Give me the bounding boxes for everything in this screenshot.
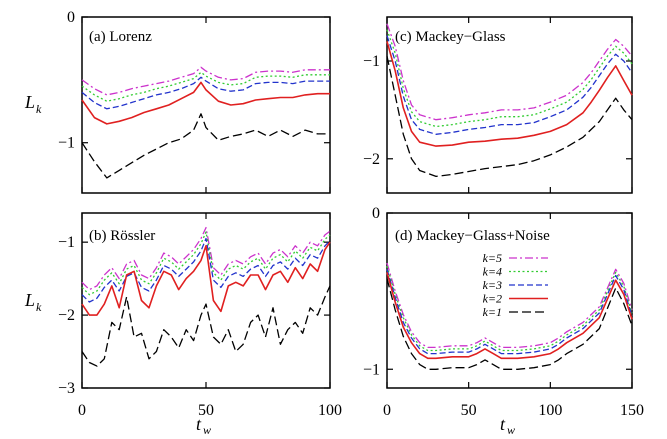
- panel-mackey-glass-noise-title: (d) Mackey−Glass+Noise: [395, 228, 550, 244]
- series-line-k3: [386, 269, 633, 355]
- series-line-k3: [81, 76, 330, 110]
- series-line-k5: [81, 226, 331, 291]
- panel-mackey-glass-noise-ticks: 0 50 100 150 0 −1: [363, 205, 644, 419]
- panel-lorenz: 0 −1 (a) Lorenz: [58, 9, 331, 194]
- legend-label: k=1: [483, 305, 502, 319]
- series-line-k3: [386, 35, 633, 135]
- series-line-k5: [81, 66, 330, 96]
- series-line-k1: [386, 55, 633, 178]
- panel-mackey-glass-noise-frame: [386, 212, 633, 389]
- panel-lorenz-title: (a) Lorenz: [89, 29, 152, 45]
- x-tick-label: 50: [198, 402, 214, 419]
- y-tick-label: −1: [363, 53, 380, 70]
- panel-mackey-glass-series: [386, 23, 633, 178]
- y-tick-label: −1: [58, 135, 75, 152]
- x-tick-label: 100: [538, 402, 562, 419]
- y-axis-label-top: L k: [24, 92, 42, 116]
- series-line-k2: [386, 41, 633, 147]
- series-line-k4: [81, 71, 330, 102]
- series-line-k2: [386, 272, 633, 360]
- x-axis-label-right: t w: [500, 414, 515, 437]
- series-line-k1: [386, 278, 633, 370]
- x-axis-label-main: t: [196, 414, 202, 434]
- series-line-k5: [386, 23, 633, 121]
- x-tick-label: 0: [78, 402, 86, 419]
- legend: k=5k=4k=3k=2k=1: [483, 251, 548, 319]
- panel-rossler: 0 50 100 −1 −2 −3 (b) Rössler: [58, 212, 342, 419]
- legend-label: k=2: [483, 292, 502, 306]
- panel-lorenz-ticks: 0 −1: [58, 9, 331, 193]
- series-line-k4: [386, 29, 633, 128]
- series-line-k1: [81, 285, 331, 367]
- y-axis-label-main: L: [24, 92, 35, 112]
- y-axis-label-bottom: L k: [24, 290, 42, 314]
- x-axis-label-sub: w: [203, 423, 211, 437]
- series-line-k2: [81, 241, 331, 316]
- y-tick-label: −2: [58, 307, 75, 324]
- legend-label: k=4: [483, 265, 502, 279]
- series-line-k4: [81, 231, 331, 296]
- y-axis-label-sub: k: [36, 102, 42, 116]
- x-tick-label: 150: [620, 402, 644, 419]
- x-axis-label-left: t w: [196, 414, 211, 437]
- legend-label: k=5: [483, 251, 502, 265]
- series-line-k4: [386, 265, 633, 352]
- y-tick-label: −1: [363, 361, 380, 378]
- y-tick-label: −3: [58, 380, 75, 397]
- panel-rossler-title: (b) Rössler: [89, 228, 155, 244]
- panel-mackey-glass-frame: [386, 16, 633, 194]
- panel-mackey-glass-title: (c) Mackey−Glass: [395, 29, 506, 45]
- x-axis-label-main: t: [500, 414, 506, 434]
- y-tick-label: −2: [363, 151, 380, 168]
- x-axis-label-sub: w: [507, 423, 515, 437]
- y-axis-label-main: L: [24, 290, 35, 310]
- y-tick-label: 0: [372, 205, 380, 222]
- series-line-k1: [81, 113, 330, 179]
- panel-mackey-glass-noise-series: [386, 262, 633, 370]
- panel-lorenz-series: [81, 66, 330, 179]
- x-tick-label: 50: [461, 402, 477, 419]
- panel-rossler-ticks: 0 50 100 −1 −2 −3: [58, 213, 342, 419]
- panel-rossler-series: [81, 226, 331, 367]
- y-axis-label-sub: k: [36, 300, 42, 314]
- y-tick-label: 0: [67, 9, 75, 26]
- x-tick-label: 100: [318, 402, 342, 419]
- panel-mackey-glass: −1 −2 (c) Mackey−Glass: [363, 16, 633, 194]
- x-tick-label: 0: [383, 402, 391, 419]
- y-tick-label: −1: [58, 234, 75, 251]
- series-line-k5: [386, 262, 633, 349]
- series-line-k2: [81, 81, 330, 125]
- series-line-k3: [81, 237, 331, 303]
- legend-label: k=3: [483, 278, 502, 292]
